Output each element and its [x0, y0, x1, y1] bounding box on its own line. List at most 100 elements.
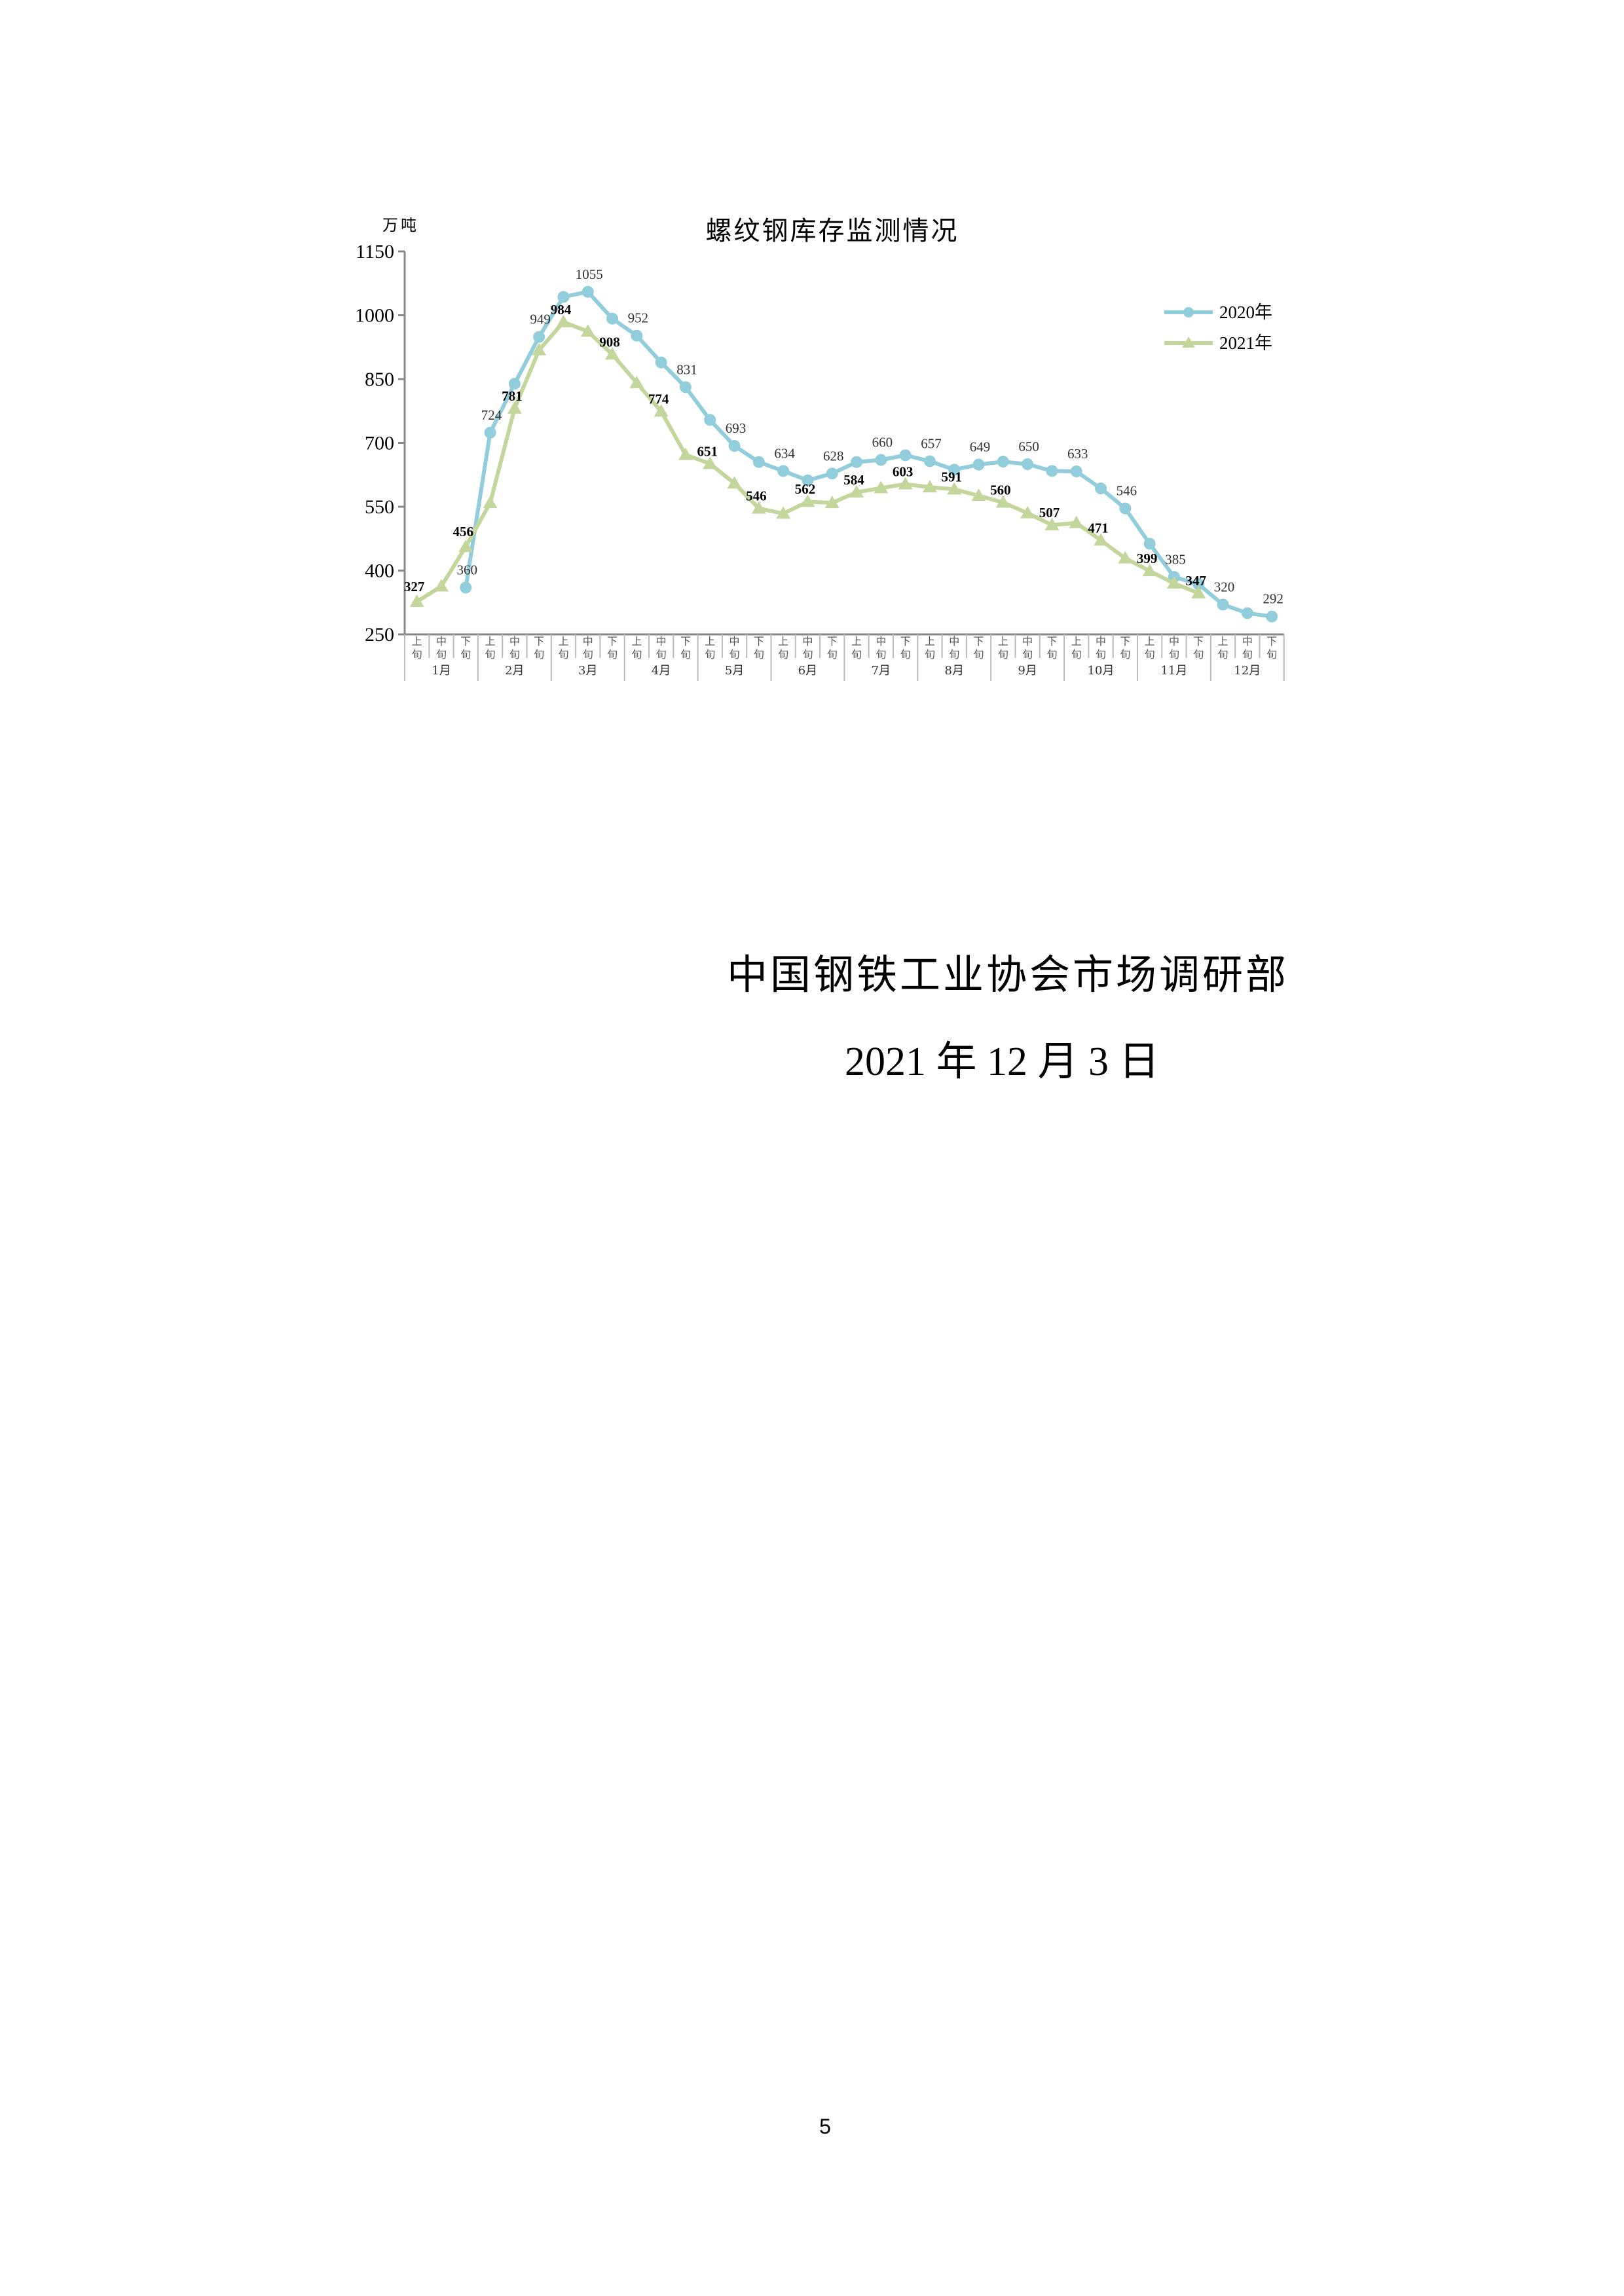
data-point-2021: [1191, 585, 1206, 598]
data-label: 634: [774, 445, 795, 461]
data-point-2021: [776, 506, 791, 519]
data-point-2021: [1020, 505, 1035, 519]
x-period-label-top: 上: [851, 635, 862, 647]
data-label: 633: [1067, 446, 1088, 462]
x-period-label-bottom: 旬: [729, 648, 740, 661]
data-label: 651: [697, 443, 718, 459]
x-period-label-bottom: 旬: [1096, 648, 1106, 661]
data-point-2020: [802, 474, 814, 486]
x-month-label: 5月: [725, 664, 744, 678]
data-label: 360: [457, 562, 478, 578]
data-point-2020: [899, 449, 912, 462]
x-period-label-top: 上: [412, 635, 422, 647]
x-period-label-top: 上: [705, 635, 715, 647]
data-point-2020: [1241, 607, 1253, 619]
x-period-label-top: 上: [778, 635, 788, 647]
data-point-2020: [851, 456, 863, 468]
data-point-2021: [727, 476, 742, 489]
data-point-2021: [1069, 515, 1084, 528]
data-point-2021: [874, 481, 889, 494]
x-period-label-bottom: 旬: [412, 648, 422, 661]
data-label: 562: [795, 481, 816, 497]
x-period-label-bottom: 旬: [827, 648, 838, 661]
x-period-label-bottom: 旬: [1193, 648, 1204, 661]
data-point-2021: [409, 594, 424, 607]
data-point-2021: [1044, 517, 1060, 530]
x-period-label-top: 下: [607, 635, 618, 647]
x-month-label: 9月: [1018, 664, 1037, 678]
data-point-2020: [752, 456, 765, 468]
y-tick-label: 400: [365, 560, 394, 582]
data-point-2020: [1192, 578, 1205, 591]
x-period-label-top: 上: [631, 635, 642, 647]
x-month-label: 1月: [432, 664, 451, 678]
data-point-2021: [922, 480, 937, 493]
x-month-label: 6月: [798, 664, 817, 678]
data-point-2020: [460, 581, 472, 594]
data-point-2020: [1046, 465, 1058, 477]
data-label: 984: [551, 302, 572, 318]
data-label: 320: [1214, 579, 1235, 595]
legend-label: 2021年: [1219, 333, 1272, 353]
data-point-2020: [997, 456, 1009, 468]
data-label: 952: [628, 310, 649, 326]
x-period-label-bottom: 旬: [1242, 648, 1253, 661]
data-label: 546: [1116, 483, 1137, 499]
data-label: 781: [502, 388, 523, 404]
data-point-2020: [508, 378, 521, 390]
y-tick-label: 1000: [355, 305, 394, 327]
data-label: 603: [893, 464, 913, 480]
x-period-label-top: 下: [534, 635, 544, 647]
legend-circle-icon: [1183, 307, 1194, 318]
x-period-label-bottom: 旬: [656, 648, 667, 661]
x-period-label-bottom: 旬: [949, 648, 959, 661]
data-label: 546: [746, 488, 767, 504]
data-point-2021: [1118, 551, 1133, 564]
x-period-label-top: 中: [583, 635, 593, 647]
data-point-2021: [995, 495, 1010, 508]
data-label: 774: [648, 391, 669, 407]
data-point-2020: [679, 381, 692, 393]
data-point-2020: [631, 329, 643, 342]
data-point-2020: [606, 312, 619, 325]
x-period-label-bottom: 旬: [607, 648, 618, 661]
x-period-label-bottom: 旬: [900, 648, 911, 661]
data-label: 831: [676, 361, 697, 377]
series-line-2021年: [416, 319, 1200, 604]
x-month-label: 10月: [1088, 664, 1115, 678]
x-period-label-top: 下: [1193, 635, 1204, 647]
data-label: 385: [1165, 551, 1186, 567]
data-label: 292: [1263, 591, 1283, 607]
x-period-label-bottom: 旬: [1169, 648, 1179, 661]
y-tick-label: 850: [365, 369, 394, 390]
x-period-label-bottom: 旬: [1120, 648, 1130, 661]
x-period-label-bottom: 旬: [534, 648, 544, 661]
data-point-2021: [654, 404, 669, 417]
data-label: 649: [970, 439, 991, 455]
data-label: 327: [404, 579, 425, 594]
data-point-2021: [483, 496, 498, 509]
data-point-2021: [507, 401, 522, 414]
x-period-label-top: 下: [754, 635, 764, 647]
x-period-label-top: 中: [729, 635, 740, 647]
x-period-label-top: 下: [1046, 635, 1057, 647]
x-period-label-bottom: 旬: [509, 648, 520, 661]
x-period-label-top: 下: [900, 635, 911, 647]
x-period-label-bottom: 旬: [680, 648, 691, 661]
data-point-2020: [655, 356, 667, 369]
x-period-label-top: 中: [1022, 635, 1033, 647]
data-label: 471: [1088, 520, 1109, 536]
x-period-label-top: 上: [1145, 635, 1155, 647]
data-point-2020: [923, 455, 936, 467]
data-point-2020: [1095, 483, 1107, 495]
x-period-label-top: 下: [1120, 635, 1130, 647]
series-line-2020年: [464, 289, 1272, 619]
data-point-2020: [728, 440, 741, 452]
x-month-label: 12月: [1234, 664, 1261, 678]
data-point-2020: [972, 458, 985, 471]
x-period-label-bottom: 旬: [998, 648, 1008, 661]
x-month-label: 3月: [578, 664, 597, 678]
data-point-2021: [458, 539, 473, 553]
x-month-label: 2月: [505, 664, 524, 678]
x-period-label-top: 中: [1169, 635, 1179, 647]
